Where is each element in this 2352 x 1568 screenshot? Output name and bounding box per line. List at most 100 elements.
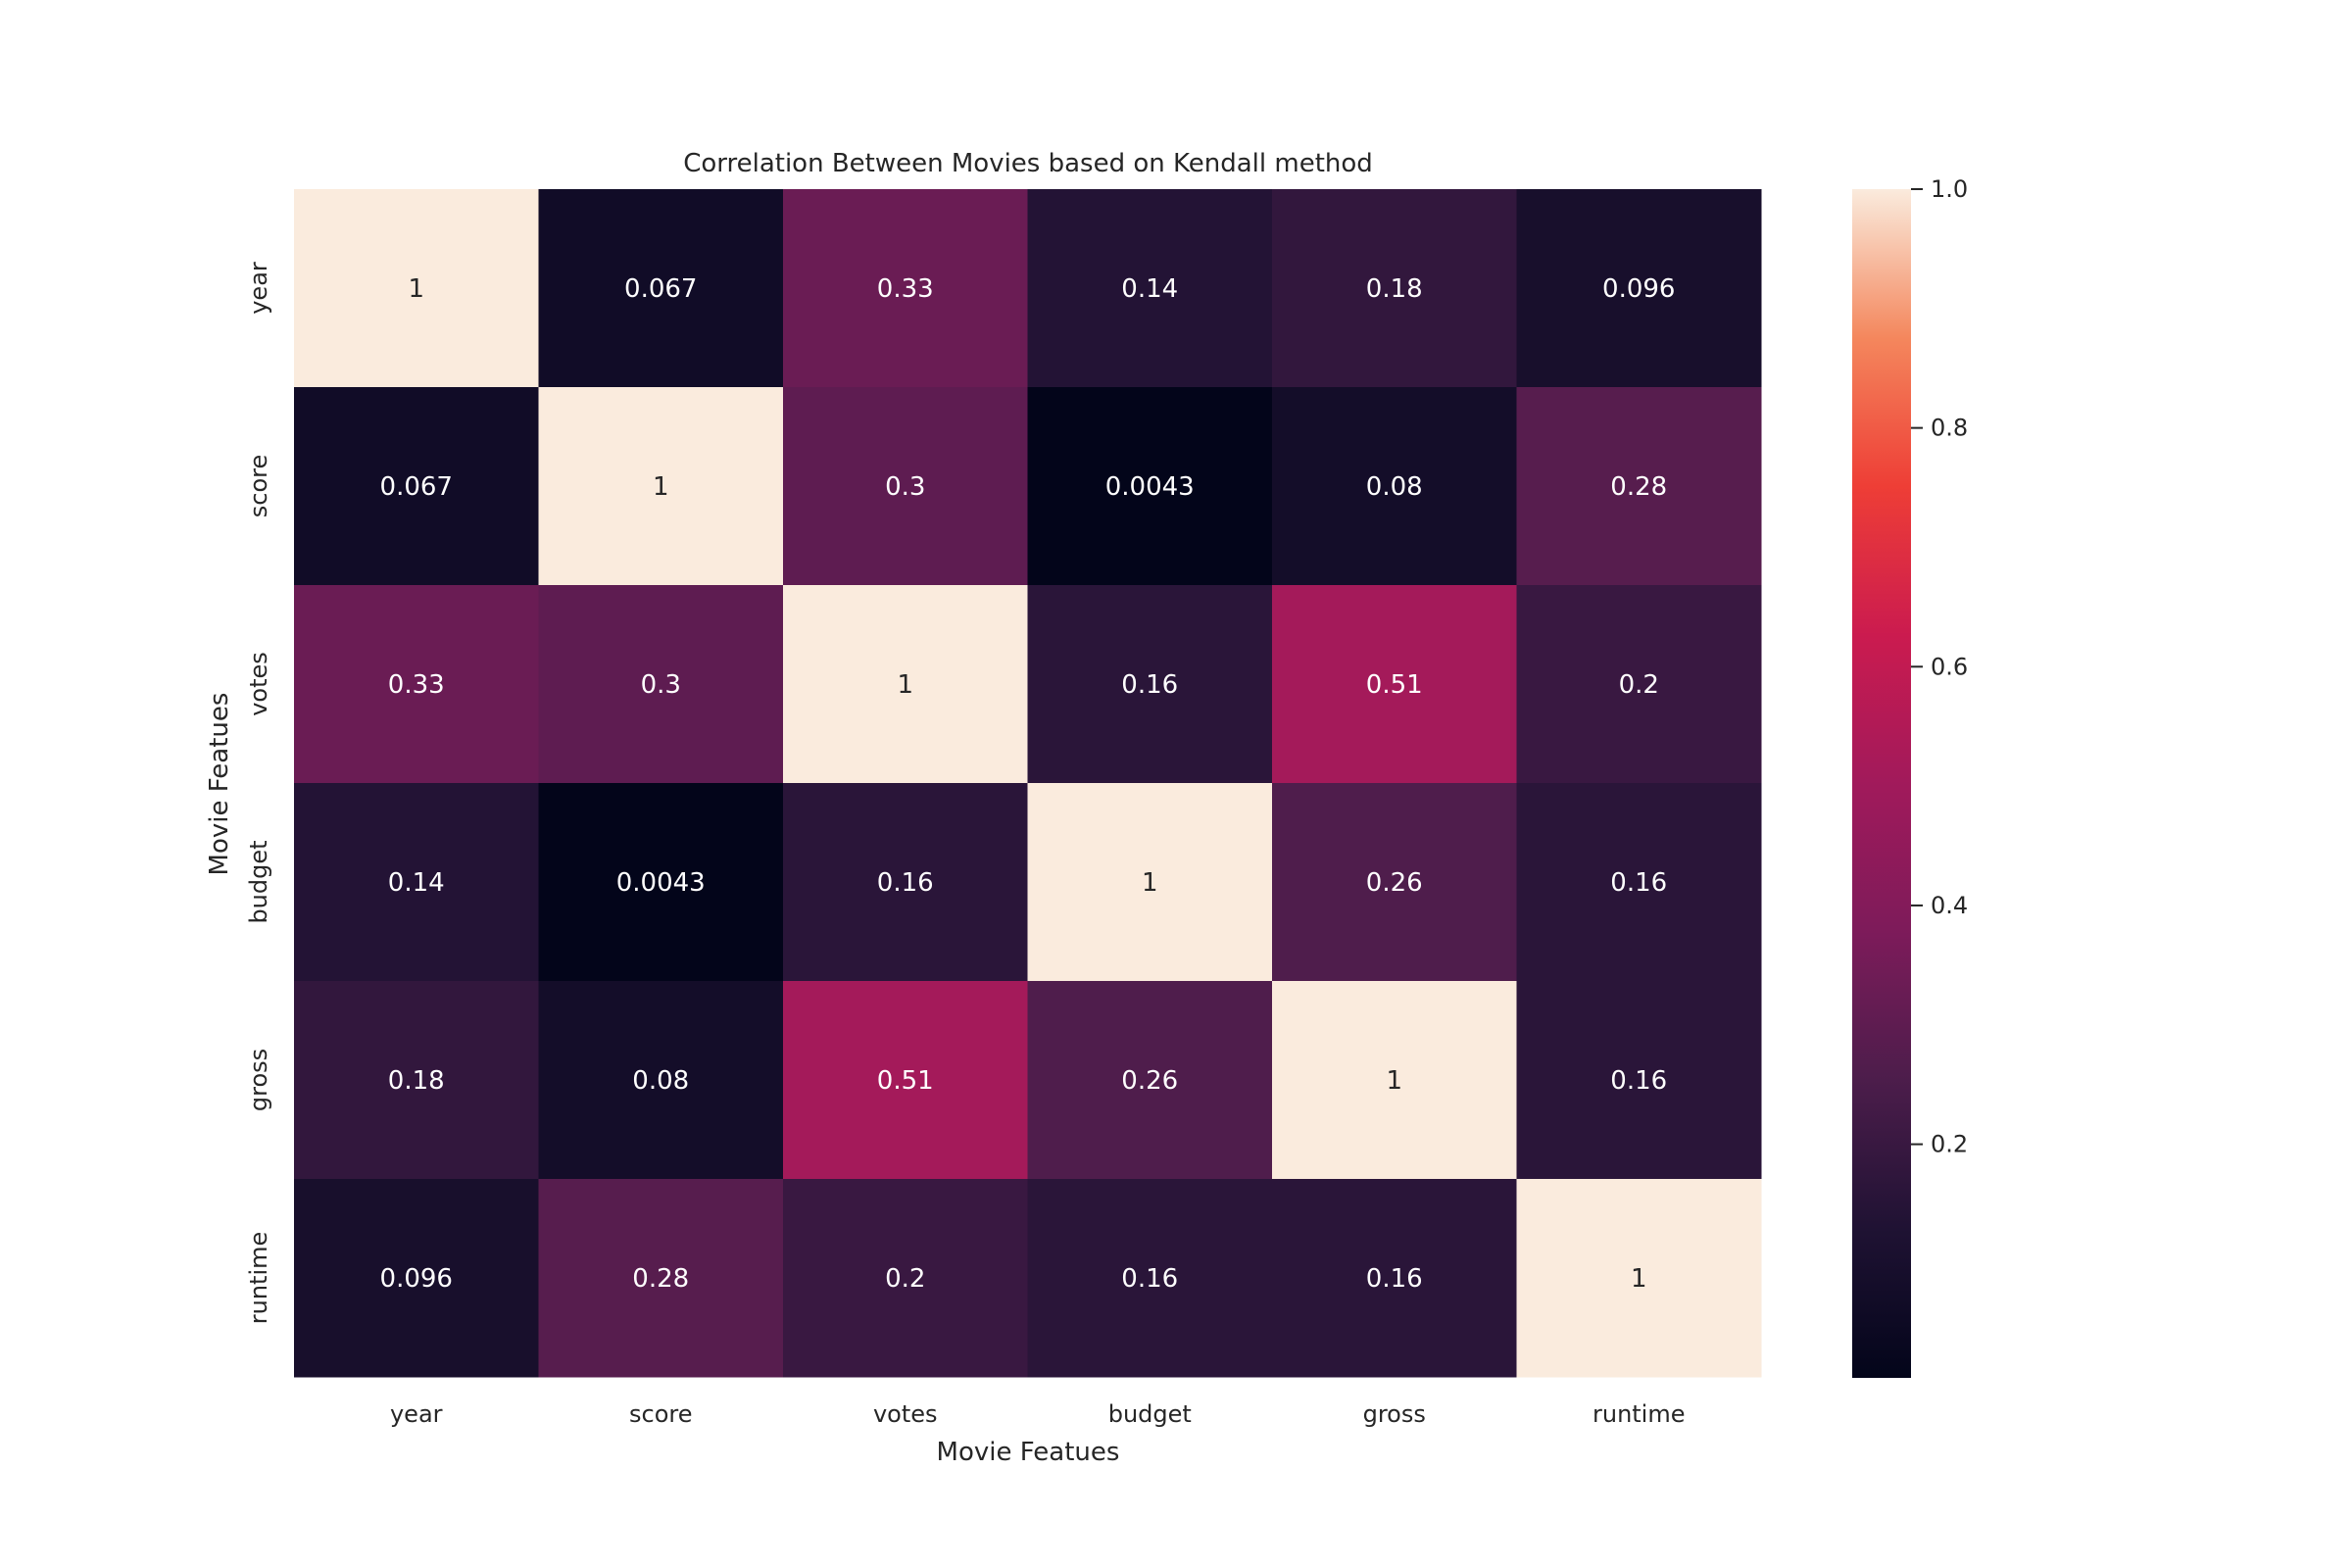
heatmap-cell [294,585,539,784]
colorbar-tick-label: 0.2 [1931,1131,1968,1158]
y-tick-label: runtime [245,1232,272,1325]
cell-label: 0.067 [624,274,697,304]
heatmap-cell [783,189,1028,388]
y-tick-label: votes [245,652,272,716]
cell-label: 0.51 [1366,670,1423,700]
heatmap-cell [1027,189,1273,388]
cell-label: 0.33 [388,670,445,700]
cell-label: 0.096 [1602,274,1675,304]
cell-label: 0.14 [1121,274,1178,304]
cell-label: 0.14 [388,868,445,898]
heatmap-cell [294,387,539,586]
cell-label: 0.18 [1366,274,1423,304]
heatmap-cell [1516,189,1762,388]
colorbar: 0.2 0.4 0.6 0.8 1.0 [1852,175,1968,1378]
y-axis-title: Movie Featues [205,693,234,876]
y-axis-ticks: year score votes budget gross runtime [245,262,272,1324]
cell-label: 0.26 [1121,1066,1178,1096]
heatmap-cell [538,585,784,784]
heatmap-cell [1272,783,1517,982]
heatmap-cell [1272,585,1517,784]
cell-label: 0.16 [1610,868,1667,898]
chart-title: Correlation Between Movies based on Kend… [683,149,1373,178]
x-tick-label: budget [1108,1400,1192,1428]
cell-label: 0.33 [877,274,934,304]
heatmap-cell [1027,1179,1273,1378]
colorbar-tick-label: 1.0 [1931,175,1968,203]
colorbar-tick-label: 0.4 [1931,892,1968,919]
cell-label: 0.08 [632,1066,689,1096]
heatmap-cell [783,981,1028,1180]
cell-label: 0.3 [641,670,681,700]
x-tick-label: gross [1363,1400,1426,1428]
heatmap-cell [783,585,1028,784]
cell-label: 1 [1386,1066,1402,1096]
heatmap-cell [1272,1179,1517,1378]
cell-label: 0.096 [380,1264,453,1294]
cell-label: 0.0043 [1105,472,1195,502]
cell-label: 0.2 [885,1264,925,1294]
heatmap-cell [1516,585,1762,784]
x-tick-label: score [629,1400,693,1428]
cell-label: 0.08 [1366,472,1423,502]
x-tick-label: year [390,1400,443,1428]
cell-label: 1 [1631,1264,1647,1294]
y-tick-label: score [245,455,272,518]
cell-label: 0.26 [1366,868,1423,898]
heatmap-cell [783,783,1028,982]
colorbar-ticks: 0.2 0.4 0.6 0.8 1.0 [1911,175,1968,1158]
cell-label: 0.16 [1121,670,1178,700]
heatmap-cell [294,189,539,388]
heatmap-cell [1272,189,1517,388]
heatmap-cell [1027,585,1273,784]
heatmap-cell [1272,981,1517,1180]
heatmap-cell [538,1179,784,1378]
cell-label: 0.51 [877,1066,934,1096]
x-axis-ticks: year score votes budget gross runtime [390,1400,1686,1428]
cell-label: 0.18 [388,1066,445,1096]
heatmap-cell [1516,387,1762,586]
cell-label: 0.16 [877,868,934,898]
heatmap-cell [1516,1179,1762,1378]
cell-label: 0.16 [1121,1264,1178,1294]
heatmap-cell [294,981,539,1180]
cell-label: 0.28 [1610,472,1667,502]
cell-label: 0.2 [1619,670,1659,700]
heatmap-cell [783,387,1028,586]
colorbar-tick-label: 0.6 [1931,653,1968,680]
cell-label: 1 [653,472,669,502]
cell-label: 1 [408,274,424,304]
x-axis-title: Movie Featues [937,1438,1120,1467]
x-tick-label: runtime [1592,1400,1686,1428]
cell-label: 0.28 [632,1264,689,1294]
heatmap-cell [538,387,784,586]
y-tick-label: year [245,262,272,315]
heatmap-cell [1027,783,1273,982]
cell-label: 1 [897,670,913,700]
cell-label: 0.16 [1610,1066,1667,1096]
cell-label: 0.0043 [616,868,706,898]
heatmap-cell [538,189,784,388]
colorbar-tick-label: 0.8 [1931,415,1968,442]
cell-label: 0.16 [1366,1264,1423,1294]
cell-label: 0.3 [885,472,925,502]
x-tick-label: votes [873,1400,938,1428]
colorbar-gradient [1852,189,1911,1378]
heatmap-cell [1027,981,1273,1180]
heatmap-cell [294,783,539,982]
heatmap-cell [1516,783,1762,982]
heatmap-cell [294,1179,539,1378]
heatmap-cell [783,1179,1028,1378]
heatmap-cell [1027,387,1273,586]
heatmap-cell [1272,387,1517,586]
heatmap-cell [538,981,784,1180]
cell-label: 0.067 [380,472,453,502]
heatmap-cell [1516,981,1762,1180]
y-tick-label: gross [245,1049,272,1111]
heatmap-cells [294,189,1762,1378]
y-tick-label: budget [245,840,272,923]
heatmap-cell [538,783,784,982]
cell-annotations: 1 0.067 0.33 0.14 0.18 0.096 0.067 1 0.3 0.0043 0.… [380,274,1676,1294]
cell-label: 1 [1142,868,1158,898]
